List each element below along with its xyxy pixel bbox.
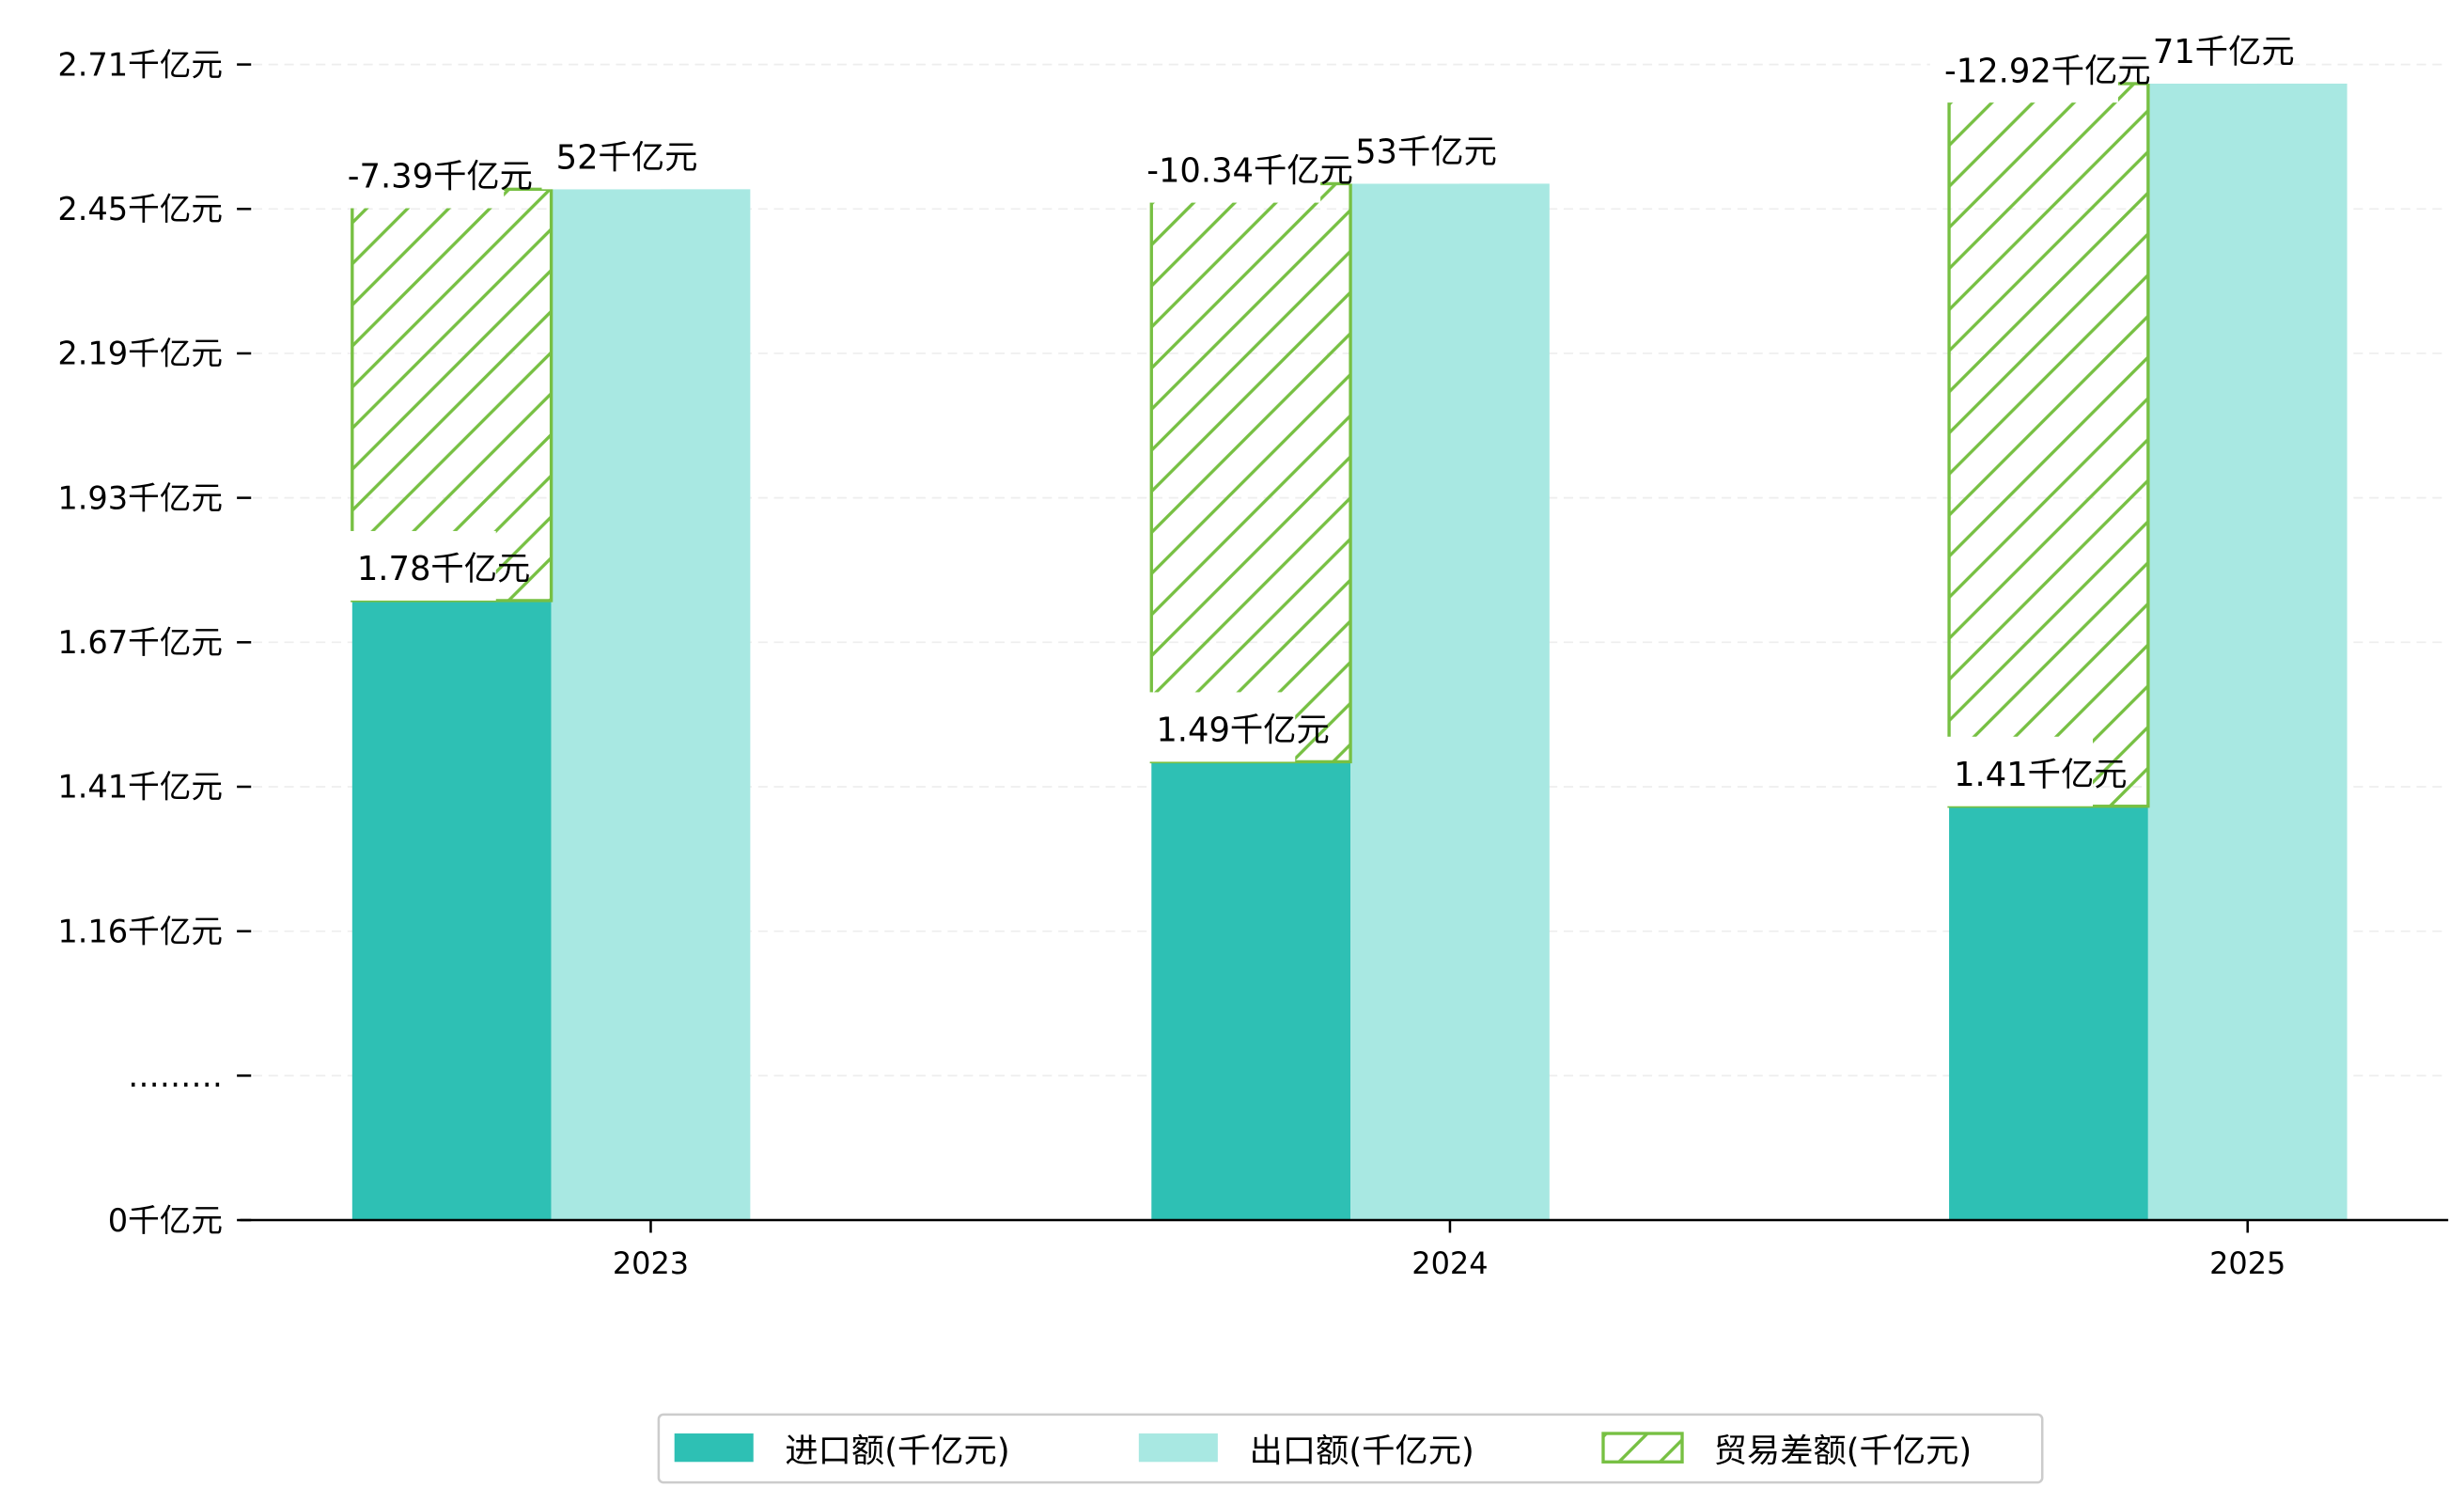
export-value-label: 52千亿元 [556,138,698,177]
import-value-label-bg [1142,692,1296,762]
y-tick-label: 1.41千亿元 [57,769,223,806]
export-value-label: 53千亿元 [1355,133,1497,172]
trade-balance-value-label-bg [333,138,505,209]
x-tick-label: 2025 [2209,1245,2285,1281]
y-tick-label: 2.45千亿元 [57,191,223,227]
y-tick-label: 1.93千亿元 [57,479,223,516]
trade-balance-value-label: -7.39千亿元 [348,158,533,196]
export-bar [1350,183,1550,1221]
legend-swatch [674,1433,754,1463]
export-bar [2147,83,2347,1221]
legend: 进口额(千亿元) 出口额(千亿元) 贸易差额(千亿元) [657,1413,2044,1484]
y-tick-label: 1.67千亿元 [57,624,223,661]
export-value-label: 71千亿元 [2153,33,2295,71]
export-value-label-bg [541,119,661,190]
trade-balance-bar [1947,82,2150,808]
export-value-label-bg [2138,13,2257,84]
trade-balance-bar [1149,181,1352,764]
y-tick-label: 2.71千亿元 [57,46,223,83]
trade-balance-value-label: -12.92千亿元 [1944,52,2151,90]
y-tick-label: 2.19千亿元 [57,336,223,372]
trade-balance-value-label-bg [1132,133,1321,203]
legend-label: 出口额(千亿元) [1249,1432,1474,1470]
x-tick-label: 2024 [1411,1245,1488,1281]
import-value-label: 1.41千亿元 [1954,756,2127,794]
import-bar [1151,761,1351,1221]
export-value-label-bg [1340,114,1460,184]
import-value-label-bg [342,530,496,601]
import-bar [1949,806,2148,1221]
trade-balance-value-label: -10.34千亿元 [1146,152,1353,191]
y-tick-label: 0千亿元 [108,1202,223,1239]
import-value-label: 1.78千亿元 [357,550,530,588]
import-value-label-bg [1939,736,2094,806]
import-bar [351,600,552,1221]
import-value-label: 1.49千亿元 [1156,712,1329,750]
x-tick-label: 2023 [613,1245,689,1281]
legend-swatch [1138,1433,1218,1463]
legend-swatch [1601,1432,1684,1464]
export-bar [551,189,751,1221]
y-tick-label: ……… [128,1057,223,1094]
legend-label: 进口额(千亿元) [785,1432,1009,1470]
legend-label: 贸易差额(千亿元) [1714,1432,1973,1470]
y-tick-label: 1.16千亿元 [57,913,223,949]
trade-balance-value-label-bg [1929,33,2118,103]
